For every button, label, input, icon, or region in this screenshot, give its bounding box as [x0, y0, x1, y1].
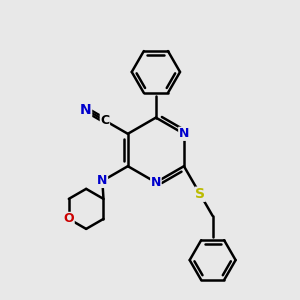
- Text: O: O: [64, 212, 74, 225]
- Text: N: N: [97, 174, 107, 188]
- Text: N: N: [179, 127, 189, 140]
- Text: S: S: [195, 187, 205, 201]
- Text: N: N: [80, 103, 92, 116]
- Text: C: C: [100, 114, 110, 127]
- Text: N: N: [151, 176, 161, 189]
